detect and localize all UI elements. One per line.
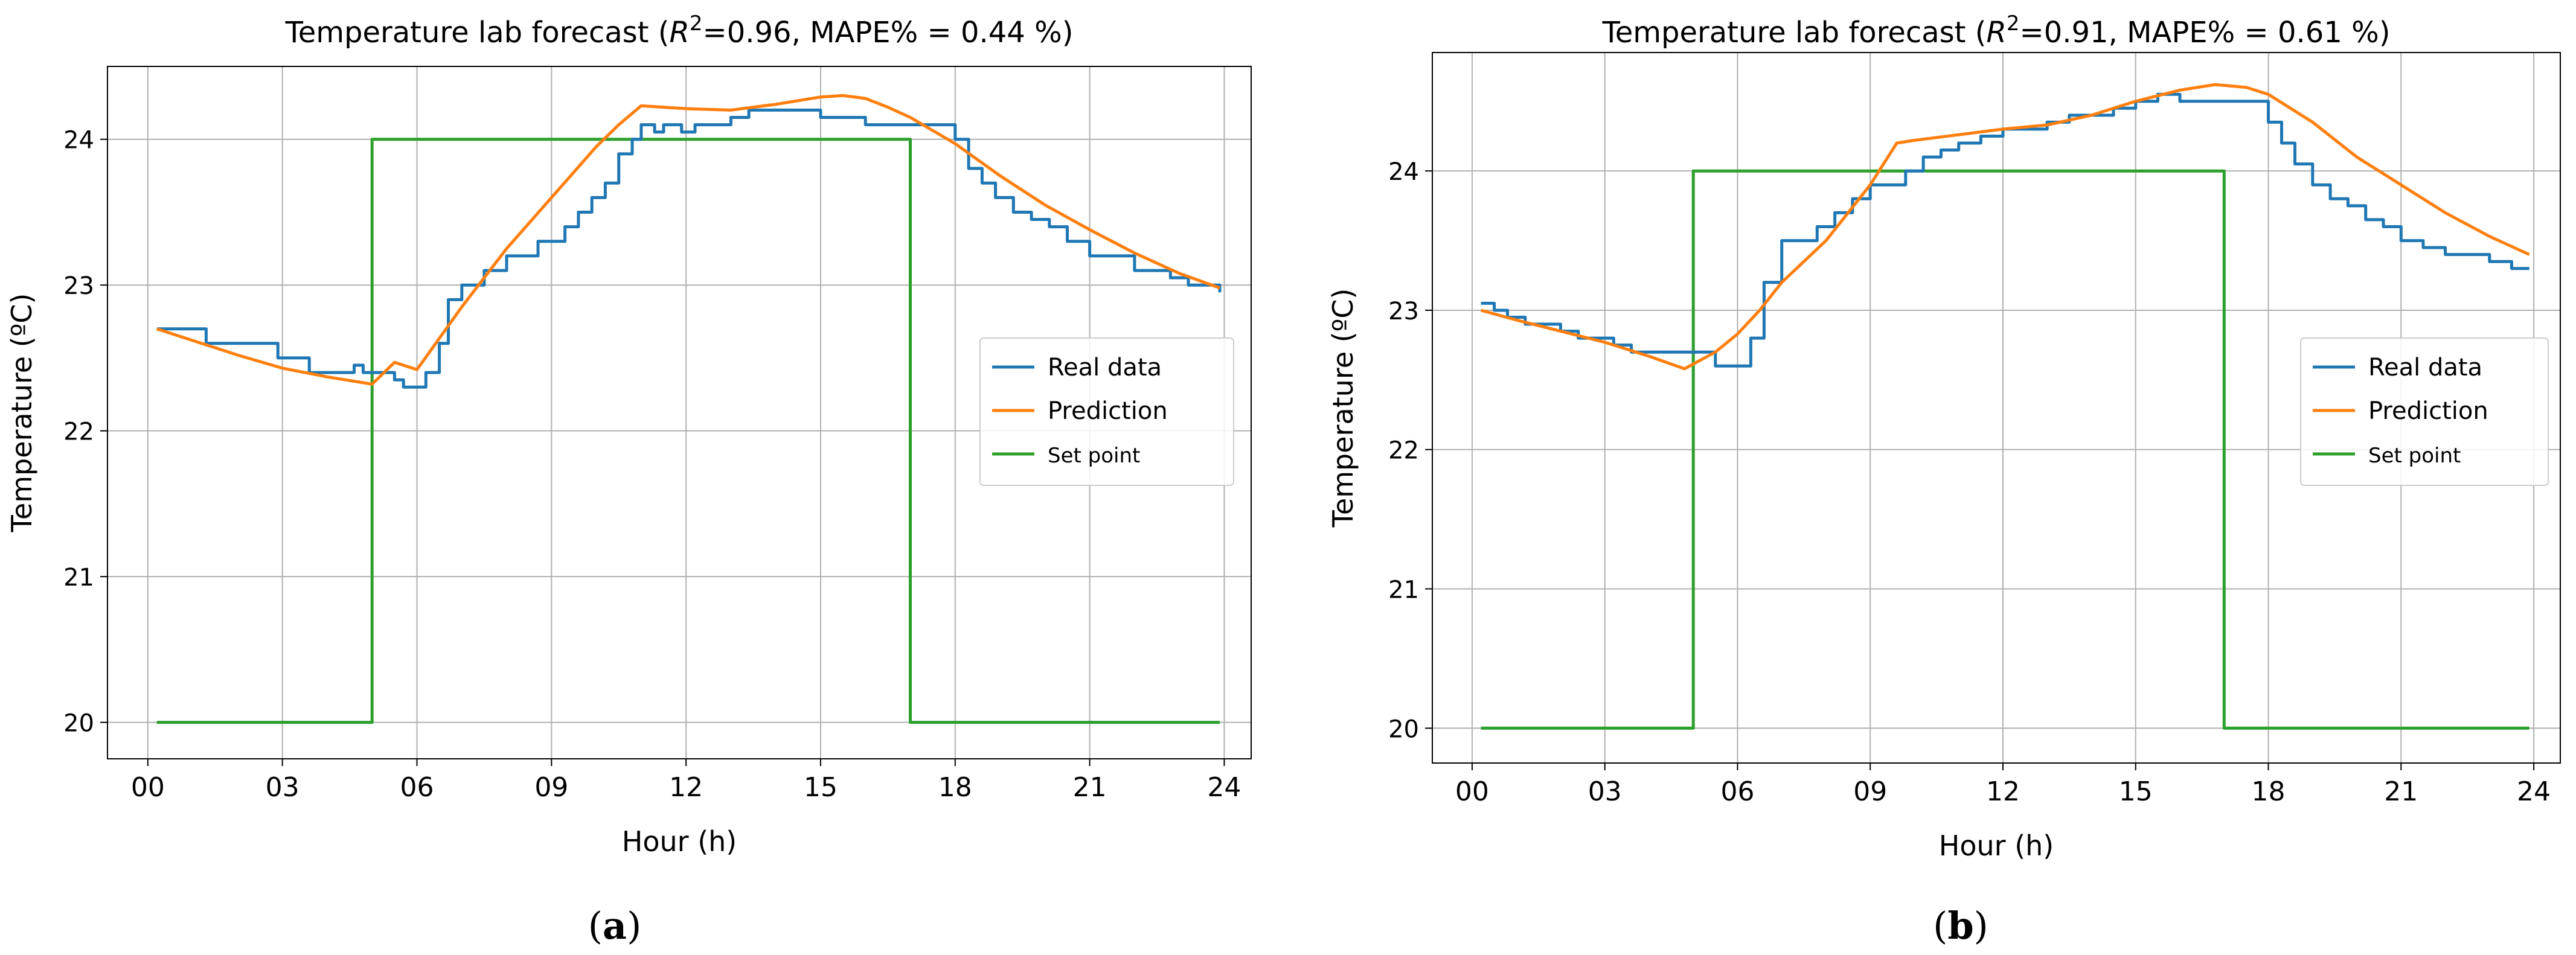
series-line-prediction — [1480, 83, 2530, 371]
y-axis-label: Temperature (ºC) — [1327, 289, 1359, 528]
legend-label-real-data: Real data — [2368, 354, 2482, 382]
legend-label-set-point: Set point — [1048, 444, 1140, 468]
x-tick-label: 18 — [2252, 776, 2286, 807]
legend-box — [2300, 337, 2549, 486]
x-tick-label: 00 — [131, 772, 165, 803]
chart-title: Temperature lab forecast (R2=0.91, MAPE%… — [1602, 11, 2391, 50]
caption-b: (b) — [1933, 904, 1988, 948]
x-axis-label: Hour (h) — [622, 825, 737, 858]
x-tick-label: 00 — [1455, 776, 1489, 807]
axes-frame — [107, 66, 1252, 759]
axis-ticks: 00 03 06 09 12 15 18 21 24 20 21 22 23 24 — [63, 127, 1241, 803]
y-tick-label: 23 — [1388, 298, 1419, 325]
plot-lines — [156, 94, 1222, 724]
series-line-real-data — [156, 108, 1222, 389]
y-tick-label: 21 — [1388, 577, 1419, 604]
series-line-real-data — [1481, 92, 2530, 368]
x-tick-label: 24 — [1207, 772, 1241, 803]
legend-label-prediction: Prediction — [1048, 397, 1168, 425]
chart-legend: Real data Prediction Set point — [2300, 337, 2549, 486]
caption-a: (a) — [588, 904, 642, 948]
x-tick-label: 09 — [534, 772, 568, 803]
axes-frame — [1432, 52, 2561, 764]
y-tick-label: 20 — [1388, 715, 1419, 743]
x-tick-label: 21 — [1073, 772, 1107, 803]
x-tick-label: 21 — [2384, 776, 2418, 807]
x-tick-label: 12 — [669, 772, 703, 803]
series-line-prediction — [156, 94, 1220, 386]
y-tick-label: 21 — [63, 564, 94, 592]
chart-panel-a: 00 03 06 09 12 15 18 21 24 20 21 22 23 24 Temperature… — [5, 11, 1252, 858]
axis-ticks: 00 03 06 09 12 15 18 21 24 20 21 22 23 24 — [1388, 158, 2551, 807]
y-tick-label: 20 — [63, 710, 94, 738]
chart-title: Temperature lab forecast (R2=0.96, MAPE%… — [285, 11, 1074, 50]
x-tick-label: 15 — [2119, 776, 2153, 807]
y-tick-label: 24 — [63, 127, 94, 155]
x-tick-label: 09 — [1853, 776, 1887, 807]
chart-panel-b: 00 03 06 09 12 15 18 21 24 20 21 22 23 24 Temperature… — [1327, 11, 2561, 862]
x-tick-label: 03 — [266, 772, 300, 803]
y-tick-label: 22 — [1388, 437, 1419, 465]
series-line-set-point — [1481, 169, 2530, 730]
x-tick-label: 15 — [804, 772, 838, 803]
x-tick-label: 06 — [1720, 776, 1754, 807]
x-tick-label: 24 — [2517, 776, 2551, 807]
x-tick-label: 06 — [400, 772, 434, 803]
x-tick-label: 18 — [938, 772, 972, 803]
y-tick-label: 22 — [63, 418, 94, 446]
legend-label-set-point: Set point — [2368, 444, 2461, 468]
x-axis-label: Hour (h) — [1939, 829, 2054, 862]
x-tick-label: 03 — [1588, 776, 1622, 807]
y-axis-label: Temperature (ºC) — [5, 293, 38, 533]
y-tick-label: 24 — [1388, 158, 1419, 186]
chart-legend: Real data Prediction Set point — [979, 337, 1234, 486]
plot-lines — [1480, 83, 2530, 730]
legend-box — [979, 337, 1234, 486]
legend-label-prediction: Prediction — [2368, 397, 2488, 425]
x-tick-label: 12 — [1986, 776, 2020, 807]
legend-label-real-data: Real data — [1048, 354, 1162, 382]
y-tick-label: 23 — [63, 272, 94, 300]
